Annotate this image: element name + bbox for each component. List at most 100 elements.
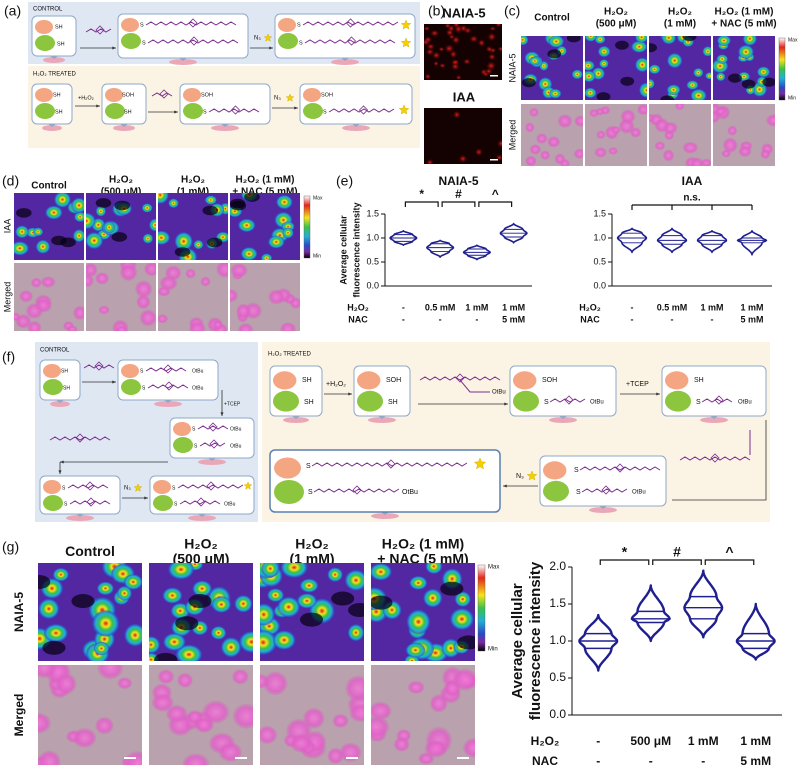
cell (67, 325, 78, 331)
dark-gap (615, 40, 629, 50)
dark-gap (111, 232, 128, 242)
connector (198, 514, 206, 517)
micrograph (260, 665, 364, 765)
protein-top (35, 88, 53, 102)
arrow-head (504, 402, 508, 406)
cell (230, 263, 248, 278)
dark-gap (566, 36, 581, 43)
cell (484, 67, 493, 75)
cell (723, 137, 738, 153)
cell (210, 626, 227, 640)
cell (620, 109, 636, 124)
protein-bottom (35, 35, 55, 51)
cell (135, 280, 153, 298)
scheme-label: OtBu (224, 501, 236, 507)
cell (200, 276, 211, 287)
row-label: NAIA-5 (507, 53, 517, 82)
column-header: + NAC (5 mM) (232, 187, 297, 198)
cell (38, 750, 61, 765)
y-tick-label: 2.0 (549, 559, 566, 573)
dish (198, 459, 226, 465)
scheme-label: SOH (122, 92, 134, 98)
y-tick-label: 1.0 (593, 232, 606, 242)
cell (573, 148, 583, 159)
violin (616, 227, 648, 254)
cell (232, 669, 249, 685)
protein-bottom (303, 103, 323, 119)
arrow-head (348, 392, 352, 396)
cell (690, 157, 704, 166)
chain (304, 39, 396, 44)
cell (431, 51, 441, 60)
cell (211, 596, 232, 613)
cell (95, 716, 114, 735)
panel-letter: (b) (428, 3, 445, 19)
arrow-head (294, 106, 298, 110)
micrograph (521, 104, 583, 166)
star (400, 37, 412, 48)
cell (86, 274, 94, 288)
cell (444, 24, 451, 29)
cell (263, 671, 288, 696)
cell (760, 149, 771, 159)
ring (352, 485, 362, 495)
dish (169, 59, 197, 65)
chain (302, 21, 399, 26)
arrow-head (656, 392, 660, 396)
cell (14, 312, 21, 321)
scheme-label: S (172, 485, 176, 491)
chain (69, 500, 111, 505)
cell (596, 130, 606, 139)
cell (35, 239, 50, 254)
cell (462, 738, 475, 758)
cell (574, 115, 583, 127)
panel-letter: (f) (2, 349, 15, 365)
protein-top (303, 88, 321, 102)
cell (163, 633, 186, 651)
dark-gap (174, 247, 191, 257)
ring (86, 497, 96, 507)
cell (168, 198, 179, 208)
cell (73, 229, 84, 242)
column-header: Control (65, 543, 115, 559)
dark-gap (230, 200, 247, 211)
ring (358, 105, 369, 115)
cell (202, 700, 230, 724)
cell (52, 567, 69, 582)
scheme-label: SH (57, 41, 65, 47)
protein-bottom (357, 390, 383, 412)
micrograph (158, 263, 228, 331)
chart-title: IAA (682, 174, 703, 188)
panel-letter: (e) (336, 173, 353, 189)
cell (204, 195, 217, 205)
cell (139, 309, 156, 327)
micrograph (585, 36, 647, 100)
cell (717, 36, 731, 47)
connector (48, 124, 56, 127)
scheme-label: SH (302, 377, 312, 384)
arrow-head (60, 460, 64, 464)
image-title: NAIA-5 (442, 5, 485, 20)
column-header: Control (534, 13, 570, 24)
cell (216, 263, 228, 278)
cell (182, 753, 210, 765)
scheme-label: OtBu (230, 443, 242, 449)
dish (331, 59, 359, 65)
cell (560, 159, 570, 166)
cell (721, 149, 731, 158)
row-label: Merged (12, 694, 26, 737)
y-tick-label: 0.5 (593, 256, 606, 266)
protein-bottom (274, 480, 304, 504)
chain (311, 462, 468, 467)
cell (715, 106, 727, 116)
colorbar (303, 195, 311, 259)
cell (425, 48, 435, 56)
cell (600, 106, 611, 115)
protein-bottom (153, 495, 173, 511)
arrow-head (174, 110, 178, 114)
ring (346, 36, 357, 46)
ring (710, 453, 720, 463)
cell (705, 72, 711, 80)
row-label: fluorescence intensity (351, 202, 361, 297)
connector (56, 400, 64, 403)
